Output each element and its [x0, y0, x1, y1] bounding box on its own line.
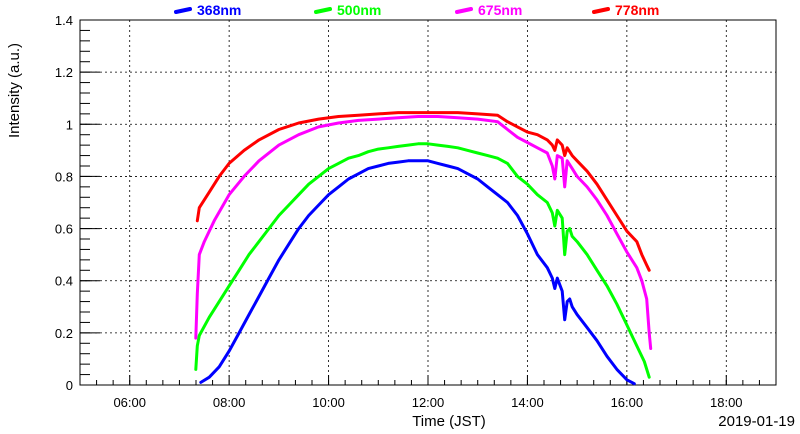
- x-tick-label: 10:00: [312, 395, 345, 410]
- series-line-368nm: [199, 159, 636, 386]
- legend-swatch-778nm: [592, 7, 610, 14]
- x-axis-title: Time (JST): [412, 413, 486, 430]
- legend-swatch-675nm: [455, 7, 473, 14]
- series-line-778nm: [195, 111, 651, 272]
- y-tick-label: 1.2: [55, 65, 73, 80]
- legend: 368nm 500nm 675nm 778nm: [174, 2, 659, 18]
- series-line-500nm: [194, 142, 651, 379]
- y-tick-label: 0.4: [55, 274, 73, 289]
- y-tick-label: 0.6: [55, 222, 73, 237]
- legend-label-675nm: 675nm: [478, 2, 522, 18]
- grid-layer: [80, 19, 776, 386]
- tick-layer: 06:00 08:00 10:00 12:00 14:00 16:00 18:00 0 0.2 0…: [55, 13, 777, 410]
- series-layer: [194, 111, 653, 386]
- legend-label-778nm: 778nm: [615, 2, 659, 18]
- y-tick-label: 1: [66, 117, 73, 132]
- x-tick-label: 12:00: [412, 395, 445, 410]
- y-tick-label: 0.8: [55, 169, 73, 184]
- series-line-675nm: [194, 115, 653, 350]
- date-label: 2019-01-19: [718, 413, 795, 430]
- legend-swatch-500nm: [314, 7, 332, 14]
- x-tick-label: 06:00: [113, 395, 146, 410]
- legend-label-368nm: 368nm: [197, 2, 241, 18]
- y-tick-label: 0: [66, 378, 73, 393]
- legend-swatch-368nm: [174, 7, 192, 14]
- y-axis-title: Intensity (a.u.): [6, 43, 23, 138]
- x-tick-label: 08:00: [213, 395, 246, 410]
- y-tick-label: 0.2: [55, 326, 73, 341]
- y-tick-label: 1.4: [55, 13, 73, 28]
- x-tick-label: 18:00: [710, 395, 743, 410]
- legend-label-500nm: 500nm: [337, 2, 381, 18]
- x-tick-label: 14:00: [511, 395, 544, 410]
- x-tick-label: 16:00: [611, 395, 644, 410]
